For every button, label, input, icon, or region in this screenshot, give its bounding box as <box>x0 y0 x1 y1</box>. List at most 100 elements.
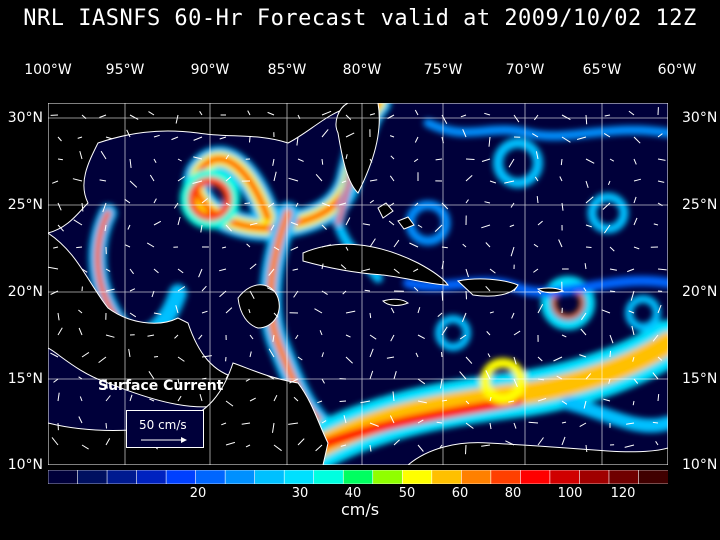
current-vector-arrow <box>393 239 400 248</box>
current-vector-arrow <box>441 326 448 336</box>
current-vector-arrow <box>345 217 351 226</box>
current-vector-arrow <box>102 202 107 213</box>
current-vector-arrow <box>273 312 279 318</box>
colorbar-swatch <box>195 470 226 484</box>
current-vector-arrow <box>225 374 229 380</box>
current-vector-arrow <box>273 394 278 402</box>
current-vector-arrow <box>580 312 587 321</box>
current-vector-arrow <box>369 312 372 319</box>
current-vector-arrow <box>537 397 547 402</box>
current-vector-arrow <box>652 372 659 380</box>
current-vector-arrow <box>657 133 663 138</box>
current-vector-arrow <box>175 305 179 314</box>
current-vector-arrow <box>321 378 325 384</box>
current-vector-arrow <box>532 133 539 138</box>
current-vector-arrow <box>360 268 371 272</box>
current-vector-arrow <box>369 370 374 380</box>
current-vector-arrow <box>340 444 347 447</box>
current-vector-arrow <box>652 334 659 342</box>
current-vector-arrow <box>460 114 467 118</box>
current-vector-arrow <box>193 156 203 160</box>
current-vector-arrow <box>465 199 469 204</box>
current-vector-arrow <box>436 421 443 424</box>
current-vector-arrow <box>628 110 635 116</box>
current-vector-arrow <box>653 223 659 226</box>
current-vector-arrow <box>388 220 395 226</box>
current-vector-arrow <box>272 422 275 433</box>
current-vector-arrow <box>81 114 87 119</box>
current-vector-arrow <box>244 202 251 204</box>
current-vector-arrow <box>321 290 328 296</box>
current-vector-arrow <box>415 352 419 358</box>
current-vector-arrow <box>583 400 587 409</box>
graticule <box>48 103 668 465</box>
current-vector-arrow <box>509 224 515 228</box>
current-vector-arrow <box>414 136 419 143</box>
current-vector-arrow <box>414 202 419 207</box>
current-vector-arrow <box>417 307 421 314</box>
current-vector-arrow <box>314 308 323 314</box>
current-vector-arrow <box>345 356 353 364</box>
current-vector-arrow <box>339 400 347 402</box>
current-vector-arrow <box>513 422 517 429</box>
vector-scale-label: 50 cm/s <box>139 418 187 432</box>
lon-label: 90°W <box>190 62 230 78</box>
current-vector-arrow <box>633 246 640 250</box>
colorbar-swatch <box>342 470 374 484</box>
current-vector-arrow <box>390 155 395 160</box>
current-vector-arrow <box>657 356 663 361</box>
current-vector-arrow <box>171 136 179 141</box>
current-vector-arrow <box>485 242 491 248</box>
current-vector-arrow <box>584 263 587 270</box>
current-vector-arrow <box>560 158 563 166</box>
current-vector-arrow <box>147 334 155 337</box>
current-vector-arrow <box>580 328 587 336</box>
current-vector-arrow <box>225 176 232 182</box>
current-vector-arrow <box>508 158 515 168</box>
current-vector-arrow <box>99 114 107 118</box>
current-vector-arrow <box>289 378 299 384</box>
current-vector-arrow <box>292 268 299 271</box>
lon-label: 70°W <box>505 62 545 78</box>
current-vector-arrow <box>50 290 59 295</box>
current-vector-arrow <box>266 374 275 380</box>
lat-label-right: 15°N <box>682 371 718 387</box>
current-vector-arrow <box>505 440 515 446</box>
current-vector-arrow <box>609 268 617 271</box>
current-vector-arrow <box>481 444 491 447</box>
current-vector-arrow <box>48 266 59 270</box>
current-vector-arrow <box>297 356 303 361</box>
current-vector-arrow <box>485 370 491 380</box>
current-vector-arrow <box>72 178 83 182</box>
current-vector-arrow <box>297 158 304 162</box>
current-vector-arrow <box>50 352 59 358</box>
current-vector-arrow <box>528 421 539 424</box>
current-vector-arrow <box>225 307 233 314</box>
current-vector-arrow <box>249 351 252 358</box>
current-vector-arrow <box>153 134 160 138</box>
current-vector-arrow <box>537 304 544 314</box>
current-vector-arrow <box>79 150 83 160</box>
current-vector-arrow <box>177 158 182 162</box>
current-vector-arrow <box>513 330 521 336</box>
current-vector-arrow <box>219 290 227 298</box>
lon-label: 95°W <box>105 62 145 78</box>
current-vector-arrow <box>576 136 587 140</box>
current-vector-arrow <box>609 350 611 358</box>
current-vector-arrow <box>177 216 181 226</box>
current-vector-arrow <box>583 287 587 292</box>
current-vector-arrow <box>151 290 155 298</box>
current-vector-arrow <box>321 420 327 424</box>
colorbar-units: cm/s <box>340 500 380 519</box>
current-vector-arrow <box>225 400 234 407</box>
current-vector-arrow <box>537 220 543 226</box>
current-vector-arrow <box>417 400 427 404</box>
current-vector-arrow <box>459 334 467 340</box>
current-vector-arrow <box>317 400 323 404</box>
current-vector-arrow <box>321 202 330 207</box>
current-vector-arrow <box>417 378 426 385</box>
current-vector-arrow <box>633 158 637 165</box>
current-vector-arrow <box>655 441 659 446</box>
current-vector-arrow <box>153 268 159 274</box>
current-vector-arrow <box>441 399 448 402</box>
